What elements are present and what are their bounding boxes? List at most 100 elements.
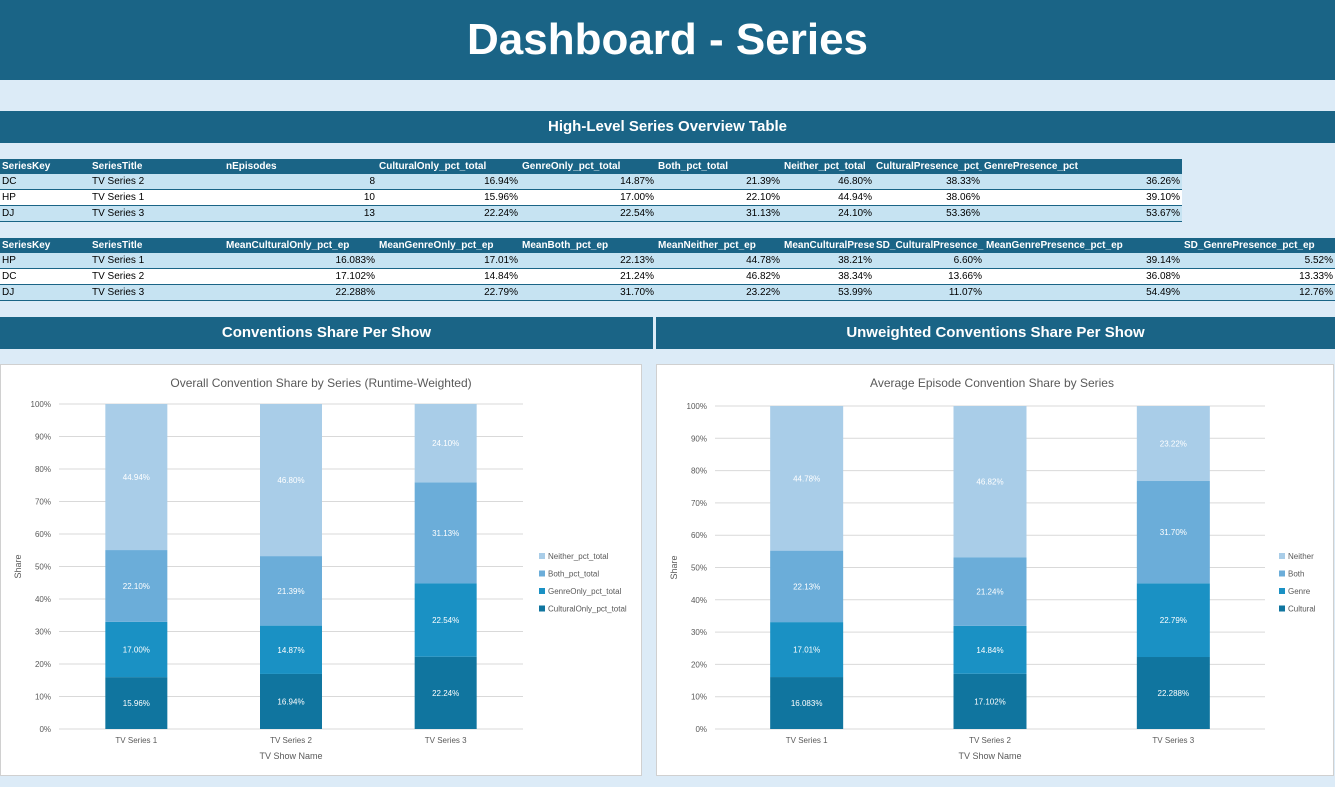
bar-segment (953, 625, 1027, 674)
y-tick-label: 40% (691, 596, 707, 605)
legend-swatch (539, 553, 545, 559)
y-tick-label: 70% (691, 499, 707, 508)
table-cell: 46.82% (656, 268, 782, 285)
y-tick-label: 90% (35, 433, 51, 442)
bar-segment (260, 625, 322, 674)
data-label: 14.84% (976, 646, 1003, 655)
bar-segment (1136, 406, 1210, 482)
table-row: DJ TV Series 3 13 22.24% 22.54% 31.13% 24.10% 5… (0, 205, 1182, 222)
table-row: HP TV Series 1 16.083% 17.01% 22.13% 44.78% 38… (0, 253, 1335, 269)
weighted-stacked-bar-chart: Overall Convention Share by Series (Runt… (13, 376, 627, 761)
chart-title: Average Episode Convention Share by Seri… (870, 376, 1114, 390)
table-cell: 15.96% (377, 189, 520, 206)
data-label: 22.10% (123, 582, 150, 591)
table-cell: 17.102% (224, 268, 377, 285)
bar-segment (770, 550, 844, 623)
table-cell: 13.33% (1182, 268, 1335, 285)
table-cell: 46.80% (782, 174, 874, 190)
table-cell: 44.94% (782, 189, 874, 206)
left-section-title: Conventions Share Per Show (221, 324, 432, 341)
table-cell: 44.78% (656, 253, 782, 269)
data-label: 16.083% (791, 699, 823, 708)
table-cell: 38.33% (874, 174, 982, 190)
y-axis-title: Share (669, 555, 679, 579)
bar-segment (414, 656, 477, 729)
y-tick-label: 50% (35, 563, 51, 572)
table1-header-cell: GenreOnly_pct_total (520, 159, 656, 174)
table1-header-cell: CulturalOnly_pct_total (377, 159, 520, 174)
table-cell: 22.10% (656, 189, 782, 206)
table-cell: 16.94% (377, 174, 520, 190)
table1-header-cell: CulturalPresence_pct_ (874, 159, 982, 174)
table-cell: 24.10% (782, 205, 874, 222)
episode-mean-table: SeriesKey SeriesTitle MeanCulturalOnly_pct… (0, 238, 1335, 301)
data-label: 31.13% (432, 529, 459, 538)
table-cell: TV Series 3 (90, 284, 224, 301)
table-cell: TV Series 2 (90, 268, 224, 285)
legend-label: CulturalOnly_pct_total (548, 605, 627, 614)
x-tick-label: TV Series 2 (270, 736, 312, 745)
right-chart-section-header: Unweighted Conventions Share Per Show (656, 317, 1335, 349)
legend-swatch (1279, 588, 1285, 594)
table1-header-cell: Both_pct_total (656, 159, 782, 174)
table-cell: TV Series 1 (90, 253, 224, 269)
x-tick-label: TV Series 2 (969, 736, 1011, 745)
table-cell: 14.87% (520, 174, 656, 190)
table2-header-cell: MeanCulturalOnly_pct_ep (224, 238, 377, 253)
data-label: 22.79% (1160, 616, 1187, 625)
bar-segment (414, 403, 477, 483)
y-tick-label: 80% (35, 465, 51, 474)
table-cell: 14.84% (377, 268, 520, 285)
x-axis-title: TV Show Name (958, 751, 1021, 761)
y-tick-label: 100% (31, 400, 51, 409)
data-label: 44.78% (793, 474, 820, 483)
data-label: 16.94% (277, 697, 304, 706)
data-label: 46.82% (976, 478, 1003, 487)
table-cell: 17.01% (377, 253, 520, 269)
table-cell: 22.54% (520, 205, 656, 222)
legend-label: Cultural (1288, 605, 1316, 614)
y-tick-label: 20% (691, 660, 707, 669)
bar-segment (105, 404, 168, 551)
data-label: 24.10% (432, 439, 459, 448)
x-tick-label: TV Series 3 (1152, 736, 1194, 745)
bar-segment (1136, 583, 1210, 658)
bar-segment (260, 673, 322, 729)
table-cell: DJ (0, 284, 90, 301)
data-label: 17.102% (974, 697, 1006, 706)
y-tick-label: 30% (691, 628, 707, 637)
bar-segment (105, 621, 168, 678)
legend-label: Neither_pct_total (548, 552, 609, 561)
legend-swatch (1279, 570, 1285, 577)
table-cell: 6.60% (874, 253, 984, 269)
table-cell: DC (0, 174, 90, 190)
table-cell: 13 (224, 205, 377, 222)
y-tick-label: 30% (35, 628, 51, 637)
table2-header-cell: SD_CulturalPresence_ (874, 238, 984, 253)
table-cell: 53.67% (1078, 205, 1182, 222)
table-cell: 16.083% (224, 253, 377, 269)
data-label: 17.01% (793, 646, 820, 655)
data-label: 14.87% (277, 646, 304, 655)
series-overview-table: SeriesKey SeriesTitle nEpisodes CulturalOnl… (0, 159, 1182, 222)
x-tick-label: TV Series 1 (115, 736, 157, 745)
table1-header-cell: Neither_pct_total (782, 159, 874, 174)
table-cell: 5.52% (1182, 253, 1335, 269)
y-tick-label: 0% (39, 725, 51, 734)
table1-header-cell: SeriesKey (0, 159, 90, 174)
bar-segment (770, 405, 844, 551)
table-cell: 31.70% (520, 284, 656, 301)
table2-header-cell: SeriesTitle (90, 238, 224, 253)
table-cell: 39.10% (1078, 189, 1182, 206)
data-label: 44.94% (123, 473, 150, 482)
bar-segment (414, 583, 477, 657)
data-label: 17.00% (123, 646, 150, 655)
y-tick-label: 50% (691, 564, 707, 573)
y-tick-label: 90% (691, 434, 707, 443)
table-cell (982, 189, 1078, 206)
legend-swatch (539, 570, 545, 577)
data-label: 21.24% (976, 588, 1003, 597)
data-label: 22.54% (432, 616, 459, 625)
table-cell: 39.14% (984, 253, 1182, 269)
data-label: 22.288% (1158, 689, 1190, 698)
